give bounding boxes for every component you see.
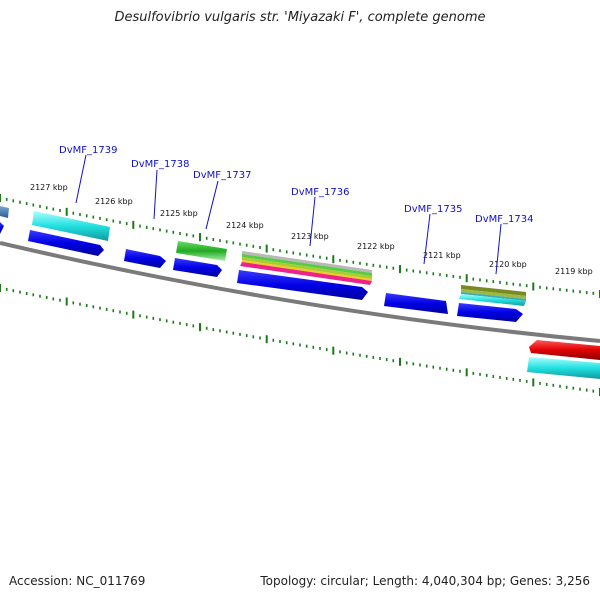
feature-blue-left-edge: [0, 222, 4, 234]
feature-stack-1736-gray: [242, 251, 372, 273]
cds-1738: [124, 249, 166, 268]
genome-title: Desulfovibrio vulgaris str. 'Miyazaki F'…: [114, 10, 486, 25]
feature-stack-1736-olive: [242, 257, 372, 279]
leader-line: [309, 196, 316, 247]
scale-label: 2124 kbp: [226, 221, 264, 230]
gene-labels: DvMF_1739 DvMF_1738 DvMF_1737 DvMF_1736 …: [59, 145, 533, 225]
scale-label: 2126 kbp: [95, 197, 133, 206]
scale-label: 2122 kbp: [357, 242, 395, 251]
gene-label-leaders: [75, 154, 502, 275]
scale-label: 2120 kbp: [489, 260, 527, 269]
gene-label-dvmf-1737: DvMF_1737: [193, 170, 251, 181]
feature-cyan-right: [527, 357, 600, 379]
feature-red-right: [529, 340, 600, 360]
feature-stack-1736-green: [242, 254, 372, 276]
cds-1739: [28, 230, 104, 256]
cds-1735: [384, 293, 448, 314]
feature-stack-1734-teal: [461, 292, 526, 301]
genome-backbone: [0, 241, 600, 343]
cds-1737: [173, 258, 222, 277]
gene-label-dvmf-1736: DvMF_1736: [291, 187, 349, 198]
leader-line: [495, 223, 502, 275]
scale-label: 2119 kbp: [555, 267, 593, 276]
gene-label-dvmf-1739: DvMF_1739: [59, 145, 117, 156]
feature-stack-1734-cyan: [459, 294, 526, 306]
scale-label: 2125 kbp: [160, 209, 198, 218]
cds-1736: [237, 270, 368, 300]
topology-text: Topology: circular; Length: 4,040,304 bp…: [260, 574, 590, 588]
feature-blocks: [0, 206, 600, 379]
gene-label-dvmf-1738: DvMF_1738: [131, 159, 189, 170]
feature-stack-1736-yellow: [242, 260, 372, 281]
scale-label: 2127 kbp: [30, 183, 68, 192]
lower-scale-ticks: [0, 284, 600, 396]
leader-line: [153, 169, 158, 220]
scale-label: 2121 kbp: [423, 251, 461, 260]
feature-stack-1736-magenta: [240, 262, 372, 285]
leader-line: [423, 213, 431, 265]
feature-steel-left: [0, 206, 9, 218]
upper-scale-ticks: [0, 194, 600, 298]
accession-text: Accession: NC_011769: [9, 574, 146, 588]
feature-stack-1734-olive: [461, 285, 526, 296]
gene-label-dvmf-1734: DvMF_1734: [475, 214, 533, 225]
gene-label-dvmf-1735: DvMF_1735: [404, 204, 462, 215]
feature-cyan-1739: [32, 211, 110, 241]
feature-stack-1734-green: [461, 289, 526, 299]
cds-1734: [457, 303, 523, 322]
scale-label: 2123 kbp: [291, 232, 329, 241]
leader-line: [205, 180, 219, 230]
feature-green-1737: [176, 241, 227, 261]
leader-line: [75, 154, 87, 204]
scale-labels: 2127 kbp 2126 kbp 2125 kbp 2124 kbp 2123…: [30, 183, 593, 276]
